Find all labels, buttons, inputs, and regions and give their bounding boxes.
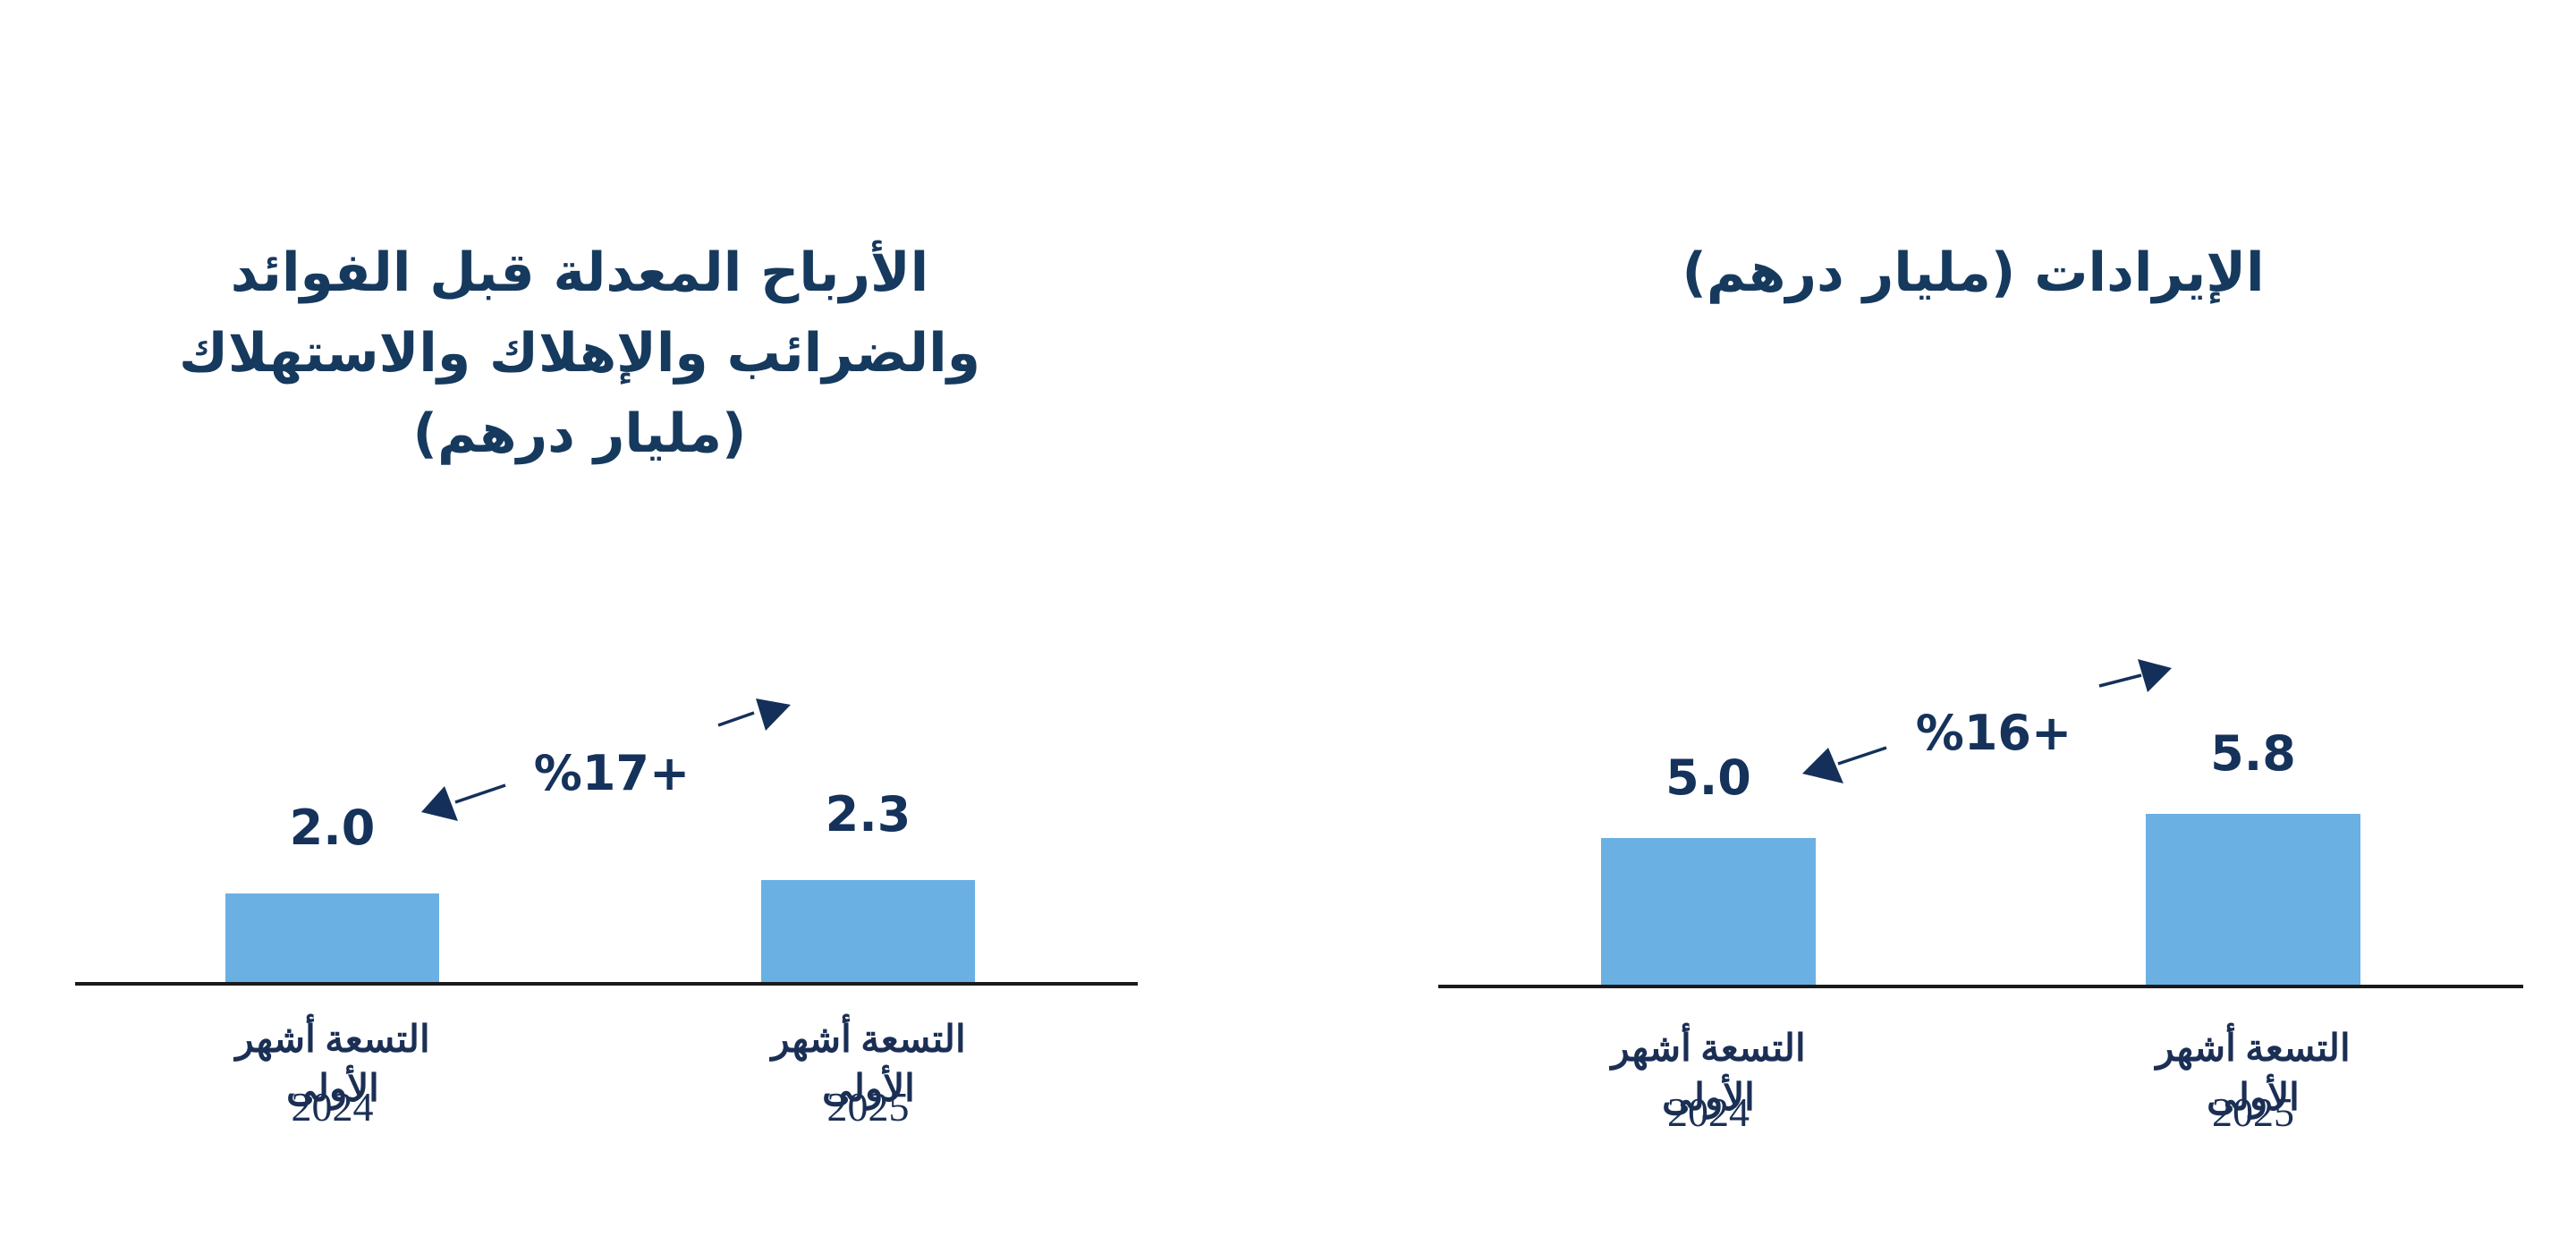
revenue-period-label-2024: التسعة أشهر الأولى	[1611, 1029, 1806, 1119]
ebitda-bar-value-2024: 2.0	[289, 800, 376, 857]
revenue-year-label-2024: 2024	[1667, 1089, 1750, 1135]
ebitda-x-axis	[75, 982, 1138, 986]
ebitda-bar-2025	[761, 880, 975, 986]
ebitda-chart-title: الأرباح المعدلة قبل الفوائد والضرائب وال…	[178, 241, 981, 465]
revenue-bar-2025	[2146, 814, 2360, 988]
revenue-growth-annotation: %16+	[1915, 705, 2072, 761]
revenue-bar-value-2024: 5.0	[1665, 749, 1751, 807]
revenue-x-axis	[1438, 985, 2523, 988]
arrow-up-right-icon	[2098, 659, 2172, 692]
revenue-period-label-2025: التسعة أشهر الأولى	[2156, 1029, 2351, 1119]
ebitda-year-label-2024: 2024	[291, 1084, 374, 1130]
revenue-bar-value-2025: 5.8	[2210, 725, 2296, 783]
ebitda-year-label-2025: 2025	[826, 1084, 910, 1130]
ebitda-bar-value-2025: 2.3	[825, 786, 911, 843]
ebitda-period-label-2024: التسعة أشهر الأولى	[235, 1020, 430, 1110]
ebitda-growth-annotation: %17+	[533, 745, 691, 801]
ebitda-bar-2024	[225, 893, 439, 986]
revenue-bar-2024	[1601, 838, 1816, 988]
revenue-year-label-2025: 2025	[2212, 1089, 2294, 1135]
revenue-chart-title: الإيرادات (مليار درهم)	[1682, 241, 2265, 304]
arrow-up-right-icon	[717, 698, 791, 731]
ebitda-period-label-2025: التسعة أشهر الأولى	[771, 1020, 966, 1110]
